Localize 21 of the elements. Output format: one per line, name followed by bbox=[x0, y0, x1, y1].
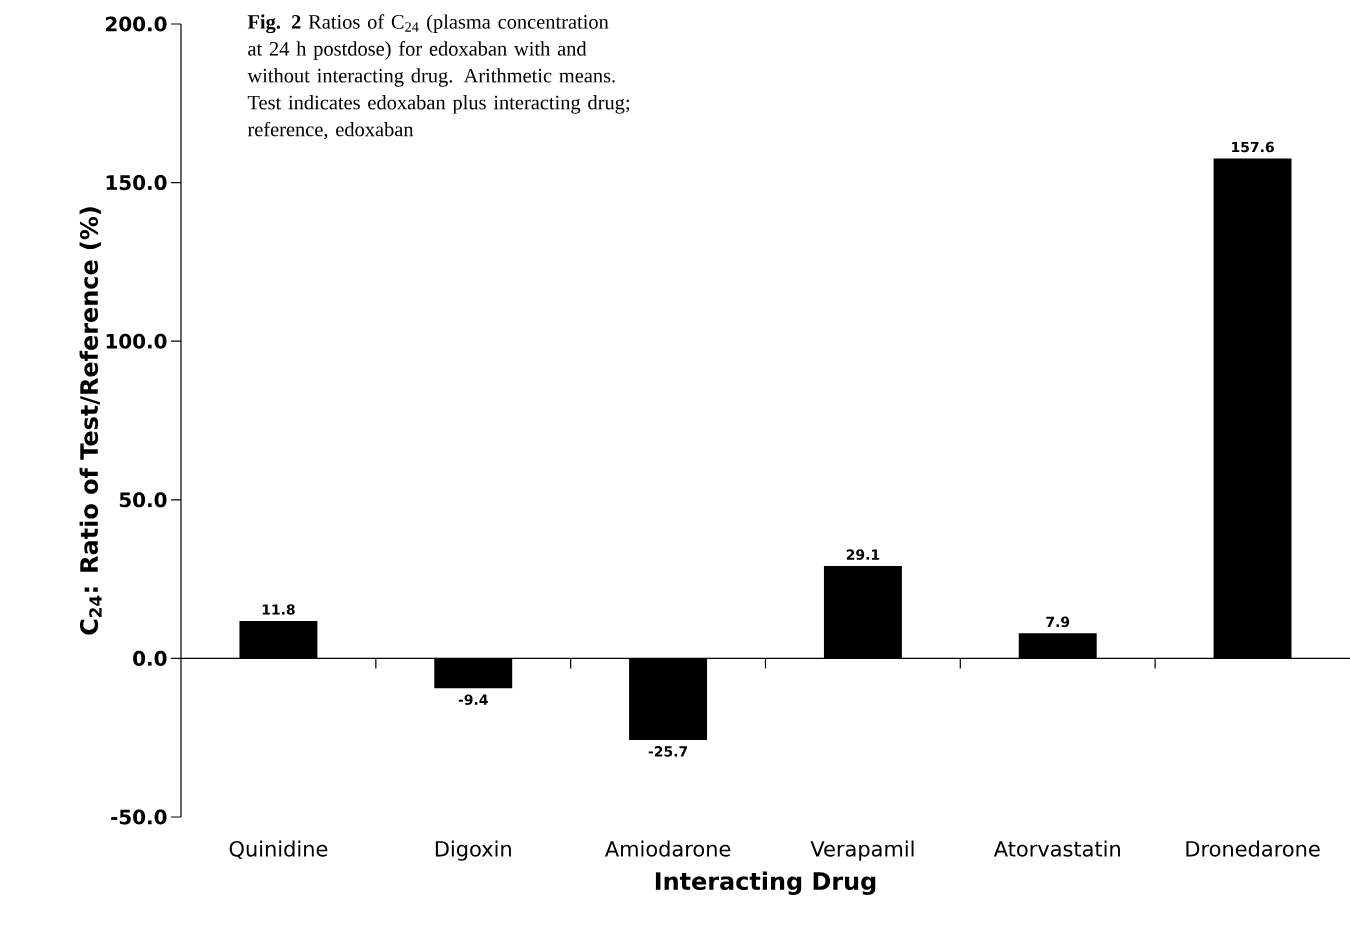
x-tick-label: Amiodarone bbox=[604, 840, 731, 857]
data-label: 7.9 bbox=[1046, 616, 1070, 628]
x-axis-title: Interacting Drug bbox=[655, 871, 876, 895]
data-label: -9.4 bbox=[458, 694, 488, 705]
data-label: 29.1 bbox=[846, 549, 880, 560]
y-axis-title: C$_{24}$: Ratio of Test/Reference (%) bbox=[79, 207, 102, 635]
y-tick-label: 0.0 bbox=[133, 650, 167, 666]
data-label: 11.8 bbox=[262, 604, 295, 615]
x-tick-label: Digoxin bbox=[435, 840, 511, 861]
x-tick-label: Atorvastatin bbox=[993, 840, 1120, 857]
y-tick-label: 200.0 bbox=[106, 16, 167, 32]
y-tick-label: 100.0 bbox=[106, 333, 167, 349]
y-tick-label: 150.0 bbox=[106, 175, 167, 191]
data-label: -25.7 bbox=[648, 746, 688, 757]
text: Fig. 2 Ratios of C$_{24}$ (plasma concentration at 24 h postdose) for edoxaban with and without interacting drug. Arithmetic means. Test indicates edoxaban plus interacting drug; reference, edoxaban bbox=[247, 14, 630, 140]
y-tick-label: -50.0 bbox=[111, 809, 167, 825]
y-tick-label: 50.0 bbox=[119, 492, 167, 508]
x-tick-label: Quinidine bbox=[229, 840, 328, 860]
x-tick-label: Dronedarone bbox=[1186, 840, 1320, 857]
data-label: 157.6 bbox=[1232, 141, 1274, 153]
x-tick-label: Verapamil bbox=[810, 840, 914, 861]
